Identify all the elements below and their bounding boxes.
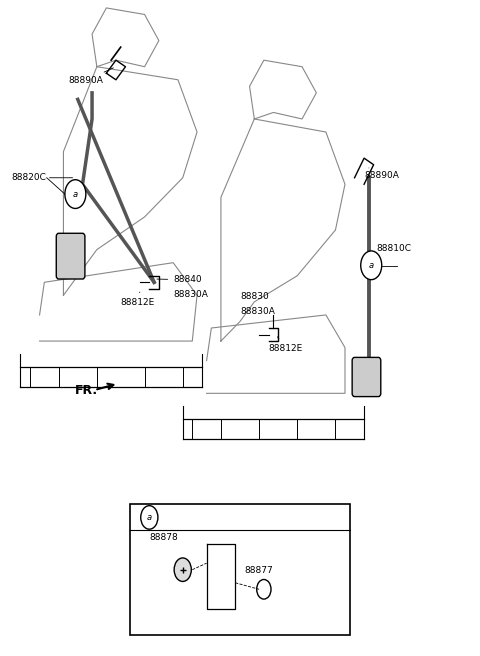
Circle shape (361, 251, 382, 279)
Text: 88830A: 88830A (173, 291, 208, 299)
Text: 88812E: 88812E (120, 292, 155, 307)
Circle shape (257, 579, 271, 599)
Text: 88877: 88877 (245, 566, 274, 575)
Text: 88890A: 88890A (68, 68, 113, 85)
Text: 88830A: 88830A (240, 306, 275, 316)
Text: FR.: FR. (75, 384, 98, 397)
Circle shape (174, 558, 192, 581)
Text: 88890A: 88890A (364, 168, 399, 180)
Text: 88820C: 88820C (11, 173, 46, 182)
Text: 88812E: 88812E (269, 337, 303, 353)
Text: 88878: 88878 (149, 533, 178, 543)
FancyBboxPatch shape (56, 234, 85, 279)
Bar (130, 504, 350, 635)
Circle shape (65, 180, 86, 209)
Text: 88810C: 88810C (376, 244, 411, 253)
Circle shape (141, 506, 158, 529)
Text: 88840: 88840 (157, 276, 202, 284)
Text: a: a (73, 190, 78, 199)
FancyBboxPatch shape (352, 358, 381, 397)
Text: a: a (369, 261, 374, 270)
Text: 88830: 88830 (240, 292, 269, 300)
Text: a: a (147, 513, 152, 522)
